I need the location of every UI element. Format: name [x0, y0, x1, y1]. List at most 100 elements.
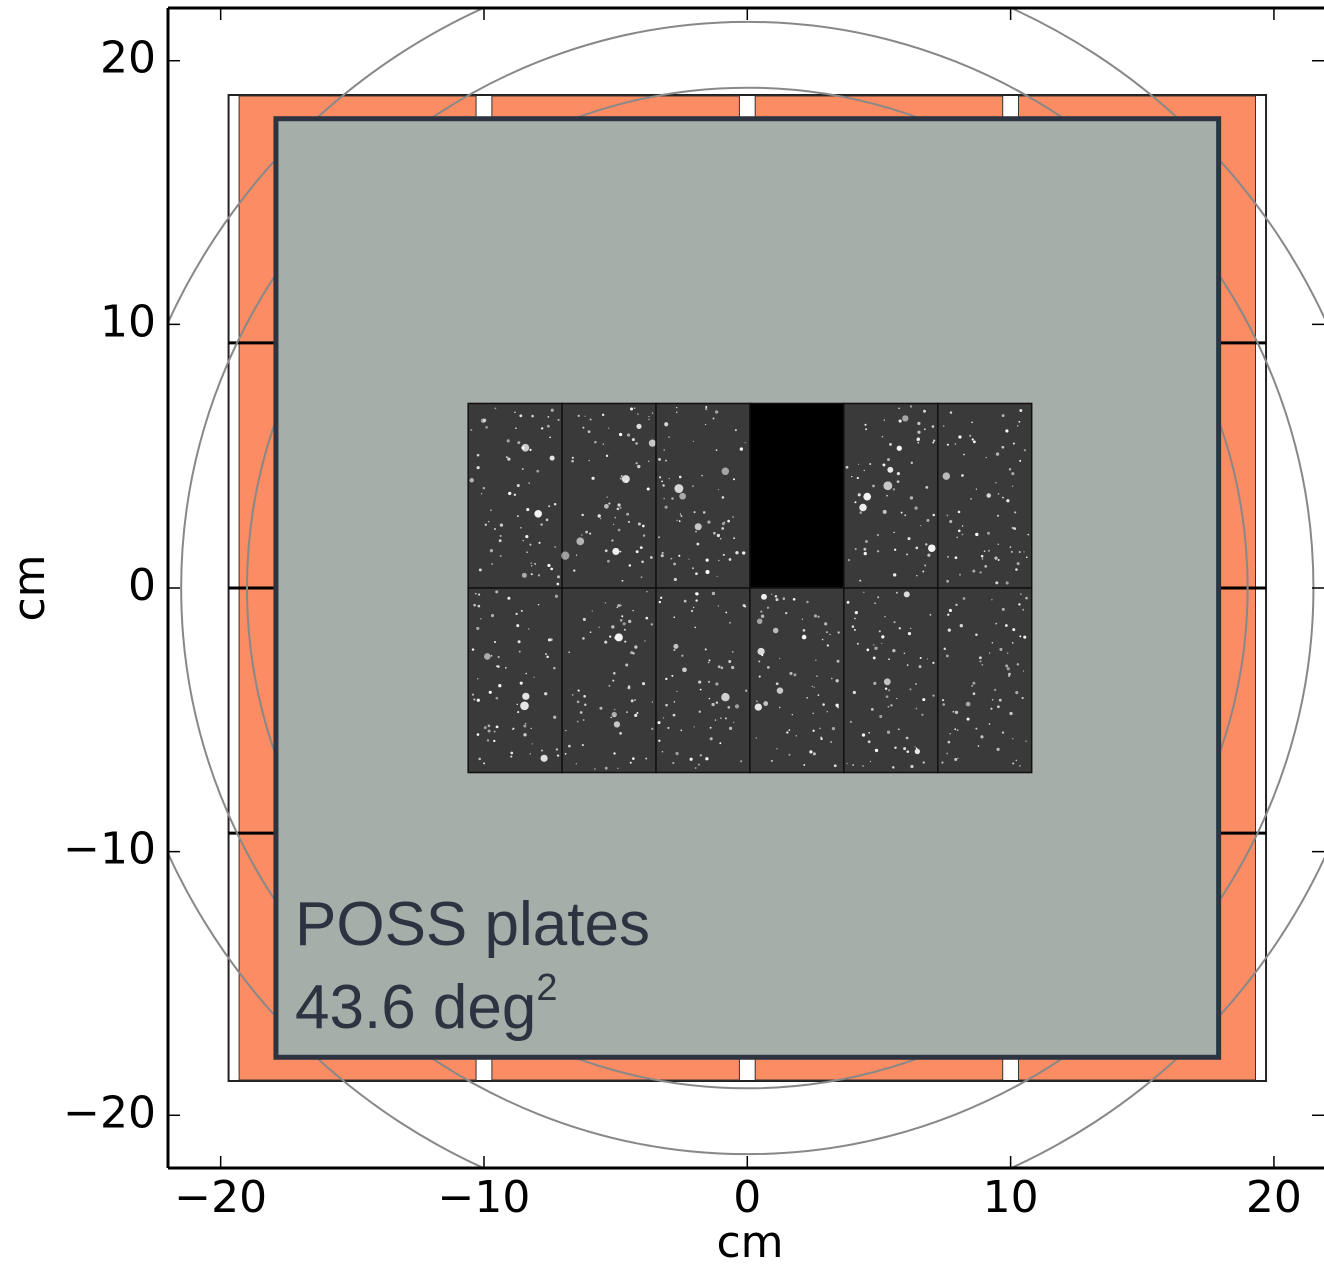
star: [882, 509, 887, 514]
star: [874, 602, 876, 604]
star: [531, 565, 533, 567]
star: [915, 683, 917, 685]
star: [555, 748, 558, 751]
star: [886, 494, 888, 497]
x-tick-label: −10: [438, 1172, 531, 1223]
star: [996, 747, 1000, 751]
star: [969, 434, 972, 437]
star: [505, 456, 508, 459]
star: [625, 663, 629, 667]
star: [981, 558, 984, 560]
star: [568, 651, 570, 654]
star: [926, 518, 930, 522]
star: [664, 459, 668, 462]
star: [604, 503, 609, 509]
x-tick-label: 20: [1246, 1172, 1302, 1223]
star: [760, 610, 763, 613]
star: [692, 440, 694, 442]
star: [626, 512, 630, 516]
star: [577, 414, 580, 418]
star: [493, 640, 497, 644]
star: [837, 631, 840, 634]
star: [694, 523, 702, 531]
star: [494, 407, 497, 410]
star: [512, 727, 515, 730]
star: [867, 740, 871, 744]
star: [1019, 459, 1022, 462]
star: [949, 519, 953, 524]
star: [1015, 759, 1018, 762]
star: [906, 553, 909, 556]
star: [785, 612, 788, 615]
star: [495, 590, 499, 594]
star: [957, 510, 961, 514]
star: [952, 710, 955, 713]
star: [1027, 533, 1030, 536]
star: [919, 656, 922, 660]
star: [813, 614, 817, 618]
star: [887, 458, 890, 462]
star: [917, 421, 921, 426]
star: [943, 647, 946, 651]
star: [915, 546, 919, 550]
star: [932, 694, 935, 697]
star: [995, 452, 1000, 456]
star: [812, 729, 815, 732]
star: [893, 531, 895, 534]
star: [892, 488, 896, 491]
star: [507, 596, 511, 600]
star: [708, 697, 711, 700]
star: [576, 537, 585, 546]
star: [877, 596, 880, 599]
star: [721, 527, 725, 530]
star: [1019, 635, 1022, 638]
star: [1005, 581, 1009, 585]
star: [571, 693, 574, 696]
star: [720, 666, 724, 670]
star: [788, 753, 791, 756]
star: [671, 497, 674, 500]
star: [932, 441, 935, 444]
star: [648, 460, 650, 462]
star: [869, 760, 872, 763]
star: [1008, 468, 1012, 471]
star: [801, 634, 807, 640]
star: [904, 514, 907, 517]
plate-tile: [843, 402, 939, 589]
star: [557, 575, 560, 579]
star: [690, 609, 694, 613]
star: [478, 757, 481, 761]
star: [830, 741, 832, 743]
star: [561, 551, 570, 560]
star: [651, 412, 654, 414]
star: [518, 650, 521, 653]
star: [856, 476, 859, 480]
star: [1005, 429, 1009, 433]
star: [907, 632, 912, 636]
plate-tile: [749, 402, 845, 589]
star: [480, 493, 483, 495]
star: [517, 441, 521, 445]
star: [1023, 635, 1027, 639]
star: [812, 712, 814, 715]
star: [625, 480, 628, 483]
star: [766, 665, 770, 669]
star: [630, 407, 634, 411]
star: [480, 418, 486, 424]
star: [942, 425, 945, 427]
star: [728, 726, 733, 731]
y-tick-label: 0: [128, 560, 156, 611]
star: [614, 516, 617, 519]
star: [678, 554, 681, 557]
star: [709, 726, 712, 729]
star: [530, 562, 532, 564]
star: [681, 654, 684, 657]
star: [835, 679, 839, 683]
star: [594, 440, 597, 444]
star: [865, 428, 868, 431]
star: [949, 411, 953, 414]
star: [916, 437, 920, 442]
star: [606, 496, 608, 498]
star: [577, 689, 580, 692]
star: [702, 511, 706, 514]
